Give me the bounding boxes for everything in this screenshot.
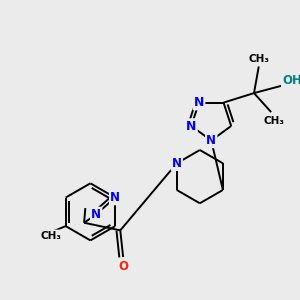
- Text: OH: OH: [282, 74, 300, 87]
- Text: N: N: [91, 208, 101, 221]
- Text: O: O: [118, 260, 128, 273]
- Text: CH₃: CH₃: [263, 116, 284, 126]
- Text: N: N: [186, 119, 197, 133]
- Text: N: N: [172, 157, 182, 170]
- Text: N: N: [206, 134, 216, 147]
- Text: N: N: [194, 96, 204, 109]
- Text: CH₃: CH₃: [248, 54, 269, 64]
- Text: CH₃: CH₃: [41, 231, 62, 241]
- Text: N: N: [110, 191, 120, 204]
